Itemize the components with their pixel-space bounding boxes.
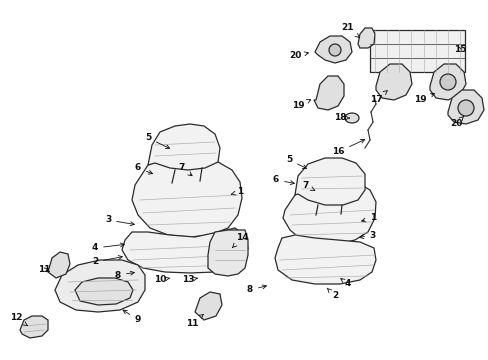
Polygon shape [75, 278, 133, 305]
Text: 18: 18 [333, 113, 348, 122]
Polygon shape [283, 180, 375, 244]
Circle shape [439, 74, 455, 90]
Text: 14: 14 [232, 234, 248, 247]
Text: 5: 5 [285, 156, 306, 168]
Circle shape [328, 44, 340, 56]
Text: 19: 19 [413, 93, 434, 104]
Text: 17: 17 [369, 91, 386, 104]
Text: 9: 9 [123, 310, 141, 324]
Polygon shape [148, 124, 220, 170]
Polygon shape [429, 64, 465, 100]
Polygon shape [48, 252, 70, 278]
Text: 3: 3 [104, 216, 134, 226]
FancyBboxPatch shape [369, 30, 464, 72]
Polygon shape [122, 228, 247, 273]
Text: 20: 20 [449, 117, 463, 129]
Text: 4: 4 [92, 243, 124, 252]
Text: 12: 12 [10, 314, 27, 326]
Text: 16: 16 [331, 139, 364, 157]
Polygon shape [314, 36, 351, 63]
Polygon shape [20, 316, 48, 338]
Text: 10: 10 [154, 275, 169, 284]
Text: 19: 19 [291, 100, 310, 111]
Text: 1: 1 [231, 188, 243, 197]
Polygon shape [274, 235, 375, 284]
Text: 3: 3 [359, 230, 375, 239]
Text: 13: 13 [182, 275, 197, 284]
Circle shape [457, 100, 473, 116]
Polygon shape [313, 76, 343, 110]
Text: 8: 8 [115, 270, 134, 279]
Polygon shape [294, 158, 364, 205]
Text: 11: 11 [185, 314, 203, 328]
Ellipse shape [345, 113, 358, 123]
Text: 2: 2 [92, 256, 122, 266]
Text: 7: 7 [179, 163, 192, 176]
Text: 6: 6 [272, 175, 294, 185]
Text: 8: 8 [246, 285, 266, 294]
Polygon shape [207, 230, 247, 276]
Text: 6: 6 [135, 163, 152, 174]
Text: 2: 2 [326, 288, 337, 301]
Text: 11: 11 [38, 266, 50, 274]
Text: 5: 5 [144, 134, 169, 148]
Text: 4: 4 [340, 279, 350, 288]
Polygon shape [55, 260, 145, 312]
Text: 20: 20 [288, 51, 308, 60]
Text: 7: 7 [302, 181, 314, 190]
Polygon shape [375, 64, 411, 100]
Text: 1: 1 [361, 213, 375, 222]
Polygon shape [447, 90, 483, 124]
Text: 21: 21 [341, 23, 359, 37]
Polygon shape [132, 157, 242, 237]
Text: 15: 15 [453, 45, 465, 54]
Polygon shape [195, 292, 222, 320]
Polygon shape [357, 28, 374, 48]
